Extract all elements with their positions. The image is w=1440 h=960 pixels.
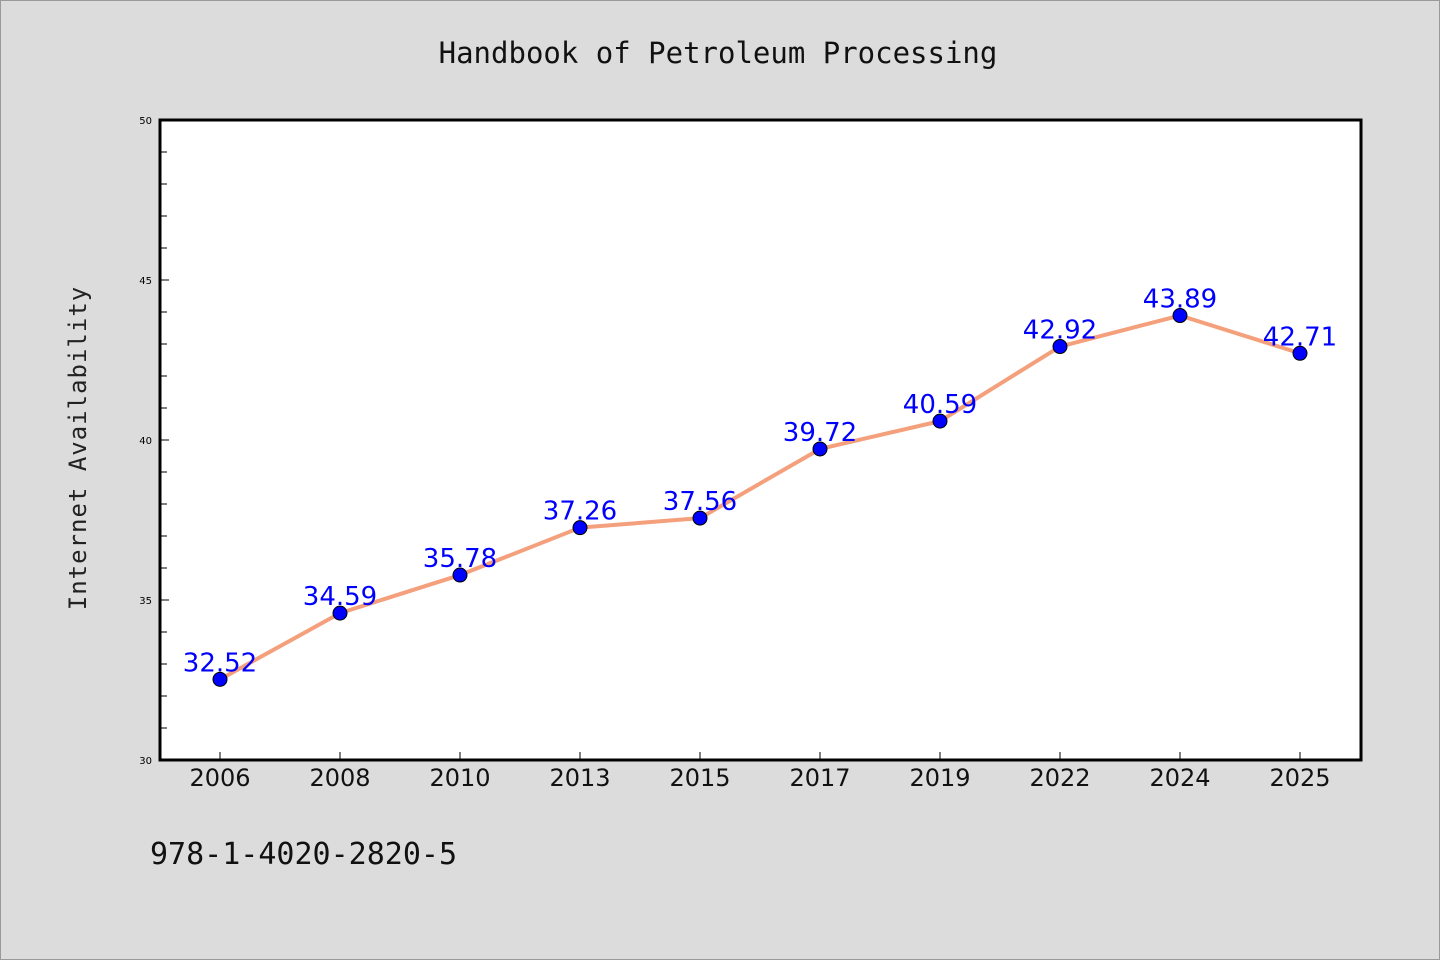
y-tick-label: 40 <box>139 436 152 447</box>
y-axis: 30 35 40 45 50 <box>139 116 169 767</box>
x-tick-label: 2015 <box>669 764 730 792</box>
chart-title: Handbook of Petroleum Processing <box>439 36 998 70</box>
data-label: 40.59 <box>903 390 977 420</box>
data-point <box>332 605 348 621</box>
plot-area <box>158 118 1363 762</box>
data-label: 37.26 <box>543 497 617 527</box>
y-axis-label: Internet Availability <box>64 286 92 610</box>
data-labels-group: 32.52 34.59 35.78 37.26 37.56 39.72 40.59 42.92… <box>183 285 1337 679</box>
x-tick-label: 2013 <box>549 764 610 792</box>
data-point <box>932 413 948 429</box>
data-label: 39.72 <box>783 418 857 448</box>
data-point <box>572 520 588 536</box>
data-point <box>1292 345 1308 361</box>
x-tick-label: 2025 <box>1269 764 1330 792</box>
data-label: 34.59 <box>303 582 377 612</box>
data-label: 42.92 <box>1023 316 1097 346</box>
x-tick-label: 2022 <box>1029 764 1090 792</box>
data-point <box>692 510 708 526</box>
data-label: 32.52 <box>183 648 257 678</box>
series-line <box>218 313 1302 682</box>
data-label: 43.89 <box>1143 285 1217 315</box>
y-tick-label: 50 <box>139 116 152 127</box>
isbn-footer: 978-1-4020-2820-5 <box>150 837 457 872</box>
data-point <box>212 671 228 687</box>
series-group <box>212 308 1308 687</box>
x-tick-label: 2008 <box>309 764 370 792</box>
data-point <box>1052 339 1068 355</box>
x-tick-label: 2006 <box>189 764 250 792</box>
x-tick-label: 2010 <box>429 764 490 792</box>
y-tick-label: 30 <box>139 756 152 767</box>
data-point <box>1172 308 1188 324</box>
data-label: 37.56 <box>663 487 737 517</box>
data-label: 42.71 <box>1263 322 1337 352</box>
x-tick-label: 2019 <box>909 764 970 792</box>
y-tick-label: 35 <box>139 596 152 607</box>
x-tick-label: 2024 <box>1149 764 1210 792</box>
x-axis: 2006 2008 2010 2013 2015 2017 2019 2022 2024 2025 <box>189 752 1331 792</box>
data-label: 35.78 <box>423 544 497 574</box>
x-tick-label: 2017 <box>789 764 850 792</box>
data-point <box>452 567 468 583</box>
data-point <box>812 441 828 457</box>
y-tick-label: 45 <box>139 276 152 287</box>
